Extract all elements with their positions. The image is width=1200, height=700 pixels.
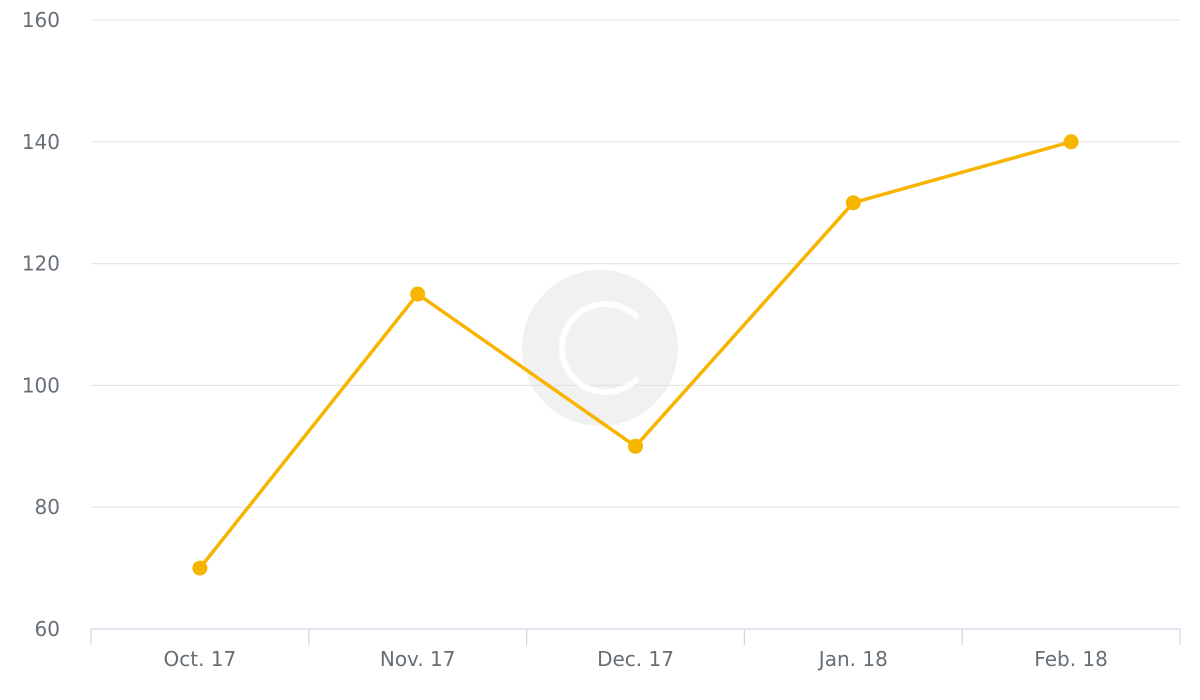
y-tick-label: 120 bbox=[22, 252, 60, 276]
x-tick-label: Dec. 17 bbox=[597, 647, 674, 671]
y-tick-label: 60 bbox=[35, 617, 60, 641]
series-group bbox=[192, 134, 1079, 576]
data-point[interactable] bbox=[192, 560, 208, 576]
data-point[interactable] bbox=[845, 195, 861, 211]
y-tick-label: 100 bbox=[22, 373, 60, 397]
x-axis-labels: Oct. 17 Nov. 17 Dec. 17 Jan. 18 Feb. 18 bbox=[164, 647, 1108, 671]
x-tick-label: Feb. 18 bbox=[1034, 647, 1108, 671]
x-axis bbox=[90, 628, 1181, 645]
y-gridlines bbox=[91, 19, 1180, 508]
x-tick-label: Oct. 17 bbox=[164, 647, 237, 671]
y-axis-labels: 60 80 100 120 140 160 bbox=[22, 8, 60, 641]
data-point[interactable] bbox=[410, 286, 426, 302]
data-point[interactable] bbox=[628, 438, 643, 454]
y-tick-label: 160 bbox=[22, 8, 60, 32]
y-tick-label: 80 bbox=[35, 495, 60, 519]
x-tick-label: Nov. 17 bbox=[380, 647, 456, 671]
y-tick-label: 140 bbox=[22, 130, 60, 154]
copyright-watermark-icon bbox=[522, 270, 678, 426]
x-tick-label: Jan. 18 bbox=[817, 647, 888, 671]
data-point[interactable] bbox=[1063, 134, 1079, 150]
